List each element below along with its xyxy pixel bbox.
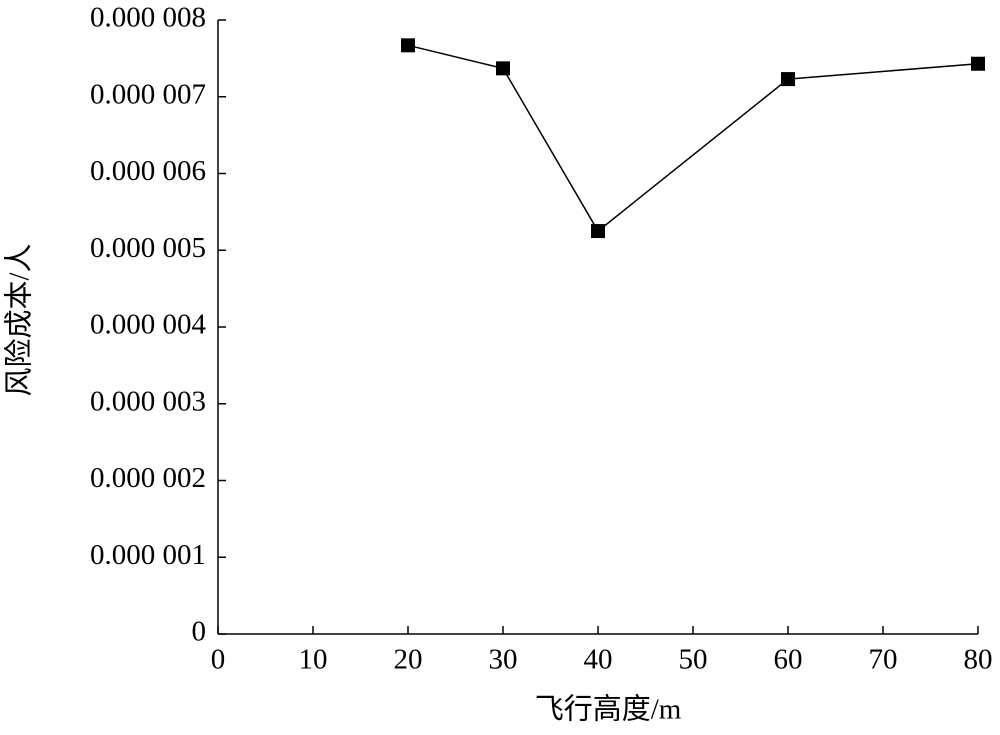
x-tick-label: 80 [964, 644, 993, 676]
x-tick-label: 60 [774, 644, 803, 676]
y-tick-label: 0.000 004 [90, 309, 207, 341]
y-tick-label: 0 [192, 616, 207, 648]
y-tick-label: 0.000 001 [90, 539, 206, 571]
y-tick-label: 0.000 003 [90, 385, 206, 417]
y-axis-label: 风险成本/人 [3, 243, 36, 396]
marker [591, 224, 605, 239]
x-axis-label: 飞行高度/m [535, 693, 682, 726]
marker [781, 72, 795, 87]
x-tick-label: 10 [299, 644, 328, 676]
y-tick-label: 0.000 005 [90, 232, 206, 264]
line [407, 44, 979, 233]
y-tick-label: 0.000 002 [90, 462, 206, 494]
x-tick-label: 20 [394, 644, 423, 676]
marker [401, 38, 415, 53]
x-tick-label: 50 [679, 644, 708, 676]
marker [971, 56, 985, 71]
y-tick-label: 0.000 007 [90, 78, 206, 110]
marker [496, 61, 510, 76]
y-tick-label: 0.000 006 [90, 155, 206, 187]
x-tick-label: 30 [489, 644, 518, 676]
x-tick-label: 40 [584, 644, 613, 676]
x-tick-label: 70 [869, 644, 898, 676]
x-tick-label: 0 [211, 644, 226, 676]
y-tick-label: 0.000 008 [90, 2, 206, 34]
